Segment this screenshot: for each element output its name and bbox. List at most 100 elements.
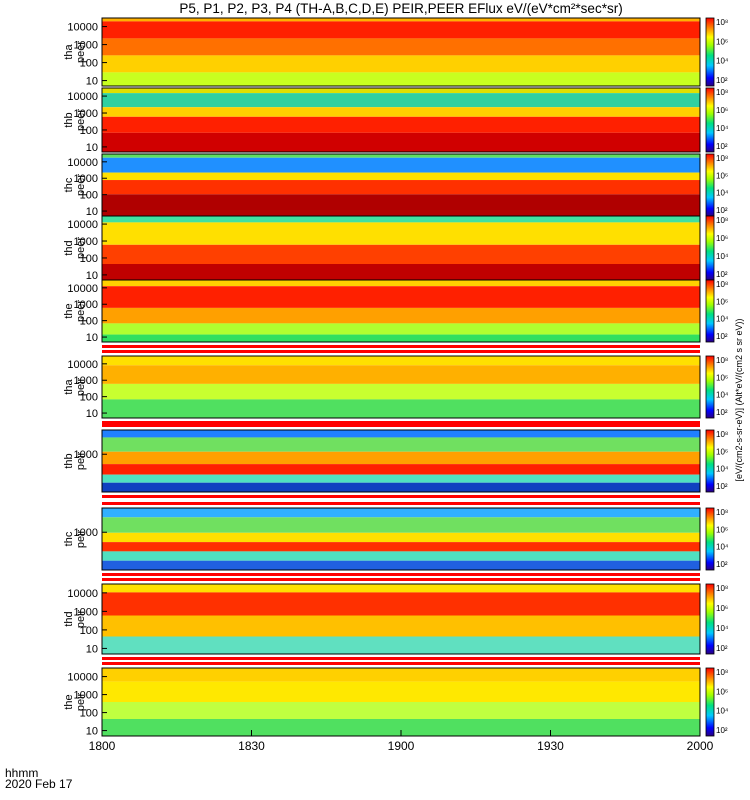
thd-peir-band-2 xyxy=(102,615,700,637)
tha-peir-colorbar-tick-1: 10⁶ xyxy=(716,373,728,382)
thc-peir-colorbar-tick-3: 10² xyxy=(716,560,728,569)
the-peir-label-line2: peir xyxy=(75,692,87,711)
panel-separator-0 xyxy=(102,345,700,348)
thc-peer-label-line2: peer xyxy=(75,174,87,196)
the-peer-colorbar-tick-2: 10⁴ xyxy=(716,315,729,324)
the-peir-band-0 xyxy=(102,668,700,682)
date-label: 2020 Feb 17 xyxy=(5,777,73,791)
thb-peer-ytick-label-2: 100 xyxy=(80,125,98,137)
time-label-hhmm: hhmm xyxy=(5,766,39,780)
thb-peer-band-0 xyxy=(102,88,700,94)
tha-peir-label-line1: tha xyxy=(63,378,75,394)
thc-peer-ytick-label-2: 100 xyxy=(80,190,98,202)
the-peer-frame xyxy=(101,279,701,343)
tha-peir-frame xyxy=(101,355,701,419)
thc-peer-band-1 xyxy=(102,157,700,173)
tha-peer-label-line1: tha xyxy=(63,43,75,59)
panel-separator-2-b xyxy=(102,502,700,505)
the-peer-band-2 xyxy=(102,307,700,324)
tha-peir-ytick-label-2: 100 xyxy=(80,392,98,404)
tha-peir-label-line2: peir xyxy=(75,377,87,396)
thd-peir-band-0 xyxy=(102,584,700,593)
tha-peer-band-4 xyxy=(102,72,700,86)
thc-peir-band-0 xyxy=(102,508,700,518)
thb-peir-colorbar-tick-1: 10⁶ xyxy=(716,447,728,456)
thd-peir-ytick-label-2: 100 xyxy=(80,625,98,637)
thc-peer-colorbar-tick-3: 10² xyxy=(716,206,728,215)
thc-peer-band-3 xyxy=(102,180,700,195)
the-peer-ytick-label-2: 100 xyxy=(80,316,98,328)
thc-peir-band-5 xyxy=(102,560,700,570)
chart-title: P5, P1, P2, P3, P4 (TH-A,B,C,D,E) PEIR,P… xyxy=(179,1,623,16)
tha-peer-ytick-label-3: 10 xyxy=(86,76,98,88)
the-peir-band-1 xyxy=(102,681,700,702)
the-peir-colorbar-tick-2: 10⁴ xyxy=(716,707,729,716)
tha-peer-ytick-label-1: 1000 xyxy=(74,40,98,52)
thc-peir-ytick-label-0: 1000 xyxy=(74,527,98,539)
thd-peer-ytick-label-2: 100 xyxy=(80,253,98,265)
thb-peer-ytick-label-3: 10 xyxy=(86,142,98,154)
thb-peer-frame xyxy=(101,87,701,153)
the-peer-ytick-label-1: 1000 xyxy=(74,299,98,311)
tha-peer-colorbar-tick-1: 10⁶ xyxy=(716,37,728,46)
the-peir-ytick-label-2: 100 xyxy=(80,708,98,720)
panel-separator-3-b xyxy=(102,578,700,581)
xtick-label-3: 1930 xyxy=(537,739,564,753)
thc-peir-band-4 xyxy=(102,551,700,561)
thc-peer-colorbar-tick-2: 10⁴ xyxy=(716,189,729,198)
thb-peer-colorbar-tick-1: 10⁶ xyxy=(716,106,728,115)
the-peer-band-3 xyxy=(102,323,700,335)
thb-peer-colorbar-tick-3: 10² xyxy=(716,142,728,151)
the-peir-ytick-label-1: 1000 xyxy=(74,690,98,702)
thb-peir-ytick-label-0: 1000 xyxy=(74,449,98,461)
thb-peir-colorbar-tick-2: 10⁴ xyxy=(716,465,729,474)
the-peir-label-line1: the xyxy=(63,694,75,709)
thc-peer-label-line1: thc xyxy=(63,177,75,192)
tha-peer-colorbar-tick-3: 10² xyxy=(716,76,728,85)
thd-peer-ytick-label-3: 10 xyxy=(86,270,98,282)
the-peir-colorbar xyxy=(705,667,715,737)
thd-peer-colorbar-tick-0: 10⁸ xyxy=(716,216,728,225)
tha-peir-colorbar xyxy=(705,355,715,419)
panel-separator-1 xyxy=(102,421,700,424)
the-peer-colorbar-tick-1: 10⁶ xyxy=(716,297,728,306)
thb-peir-label-line1: thb xyxy=(63,453,75,468)
the-peer-colorbar-tick-3: 10² xyxy=(716,332,728,341)
thc-peir-colorbar-tick-0: 10⁸ xyxy=(716,508,728,517)
the-peir-colorbar-tick-0: 10⁸ xyxy=(716,668,728,677)
thd-peir-colorbar-tick-0: 10⁸ xyxy=(716,584,728,593)
thb-peir-band-1 xyxy=(102,437,700,452)
thc-peir-label-line2: peir xyxy=(75,529,87,548)
tha-peir-band-1 xyxy=(102,365,700,384)
the-peer-colorbar-tick-0: 10⁸ xyxy=(716,280,728,289)
the-peer-band-1 xyxy=(102,286,700,308)
thd-peir-ytick-label-3: 10 xyxy=(86,643,98,655)
thd-peer-colorbar-tick-1: 10⁶ xyxy=(716,234,728,243)
thd-peer-ytick-label-1: 1000 xyxy=(74,236,98,248)
thd-peer-band-1 xyxy=(102,222,700,245)
tha-peir-band-2 xyxy=(102,383,700,400)
panel-separator-3 xyxy=(102,573,700,576)
tha-peer-colorbar xyxy=(705,17,715,87)
thd-peer-band-3 xyxy=(102,264,700,280)
thc-peir-colorbar-tick-1: 10⁶ xyxy=(716,525,728,534)
thb-peer-colorbar xyxy=(705,87,715,153)
thc-peir-label-line1: thc xyxy=(63,531,75,546)
thb-peir-colorbar-tick-0: 10⁸ xyxy=(716,430,728,439)
panel-separator-0-b xyxy=(102,350,700,353)
thd-peir-label-line1: thd xyxy=(63,611,75,626)
tha-peer-frame xyxy=(101,17,701,87)
thd-peer-band-0 xyxy=(102,216,700,223)
the-peer-colorbar xyxy=(705,279,715,343)
tha-peir-band-3 xyxy=(102,399,700,418)
thb-peer-band-4 xyxy=(102,132,700,152)
tha-peir-colorbar-tick-2: 10⁴ xyxy=(716,391,729,400)
thd-peir-band-1 xyxy=(102,592,700,616)
tha-peer-band-2 xyxy=(102,38,700,56)
thc-peer-ytick-label-1: 1000 xyxy=(74,173,98,185)
thd-peir-label-line2: peir xyxy=(75,609,87,628)
thc-peer-colorbar-tick-1: 10⁶ xyxy=(716,171,728,180)
thb-peer-label-line2: peer xyxy=(75,109,87,131)
thb-peir-band-3 xyxy=(102,464,700,475)
